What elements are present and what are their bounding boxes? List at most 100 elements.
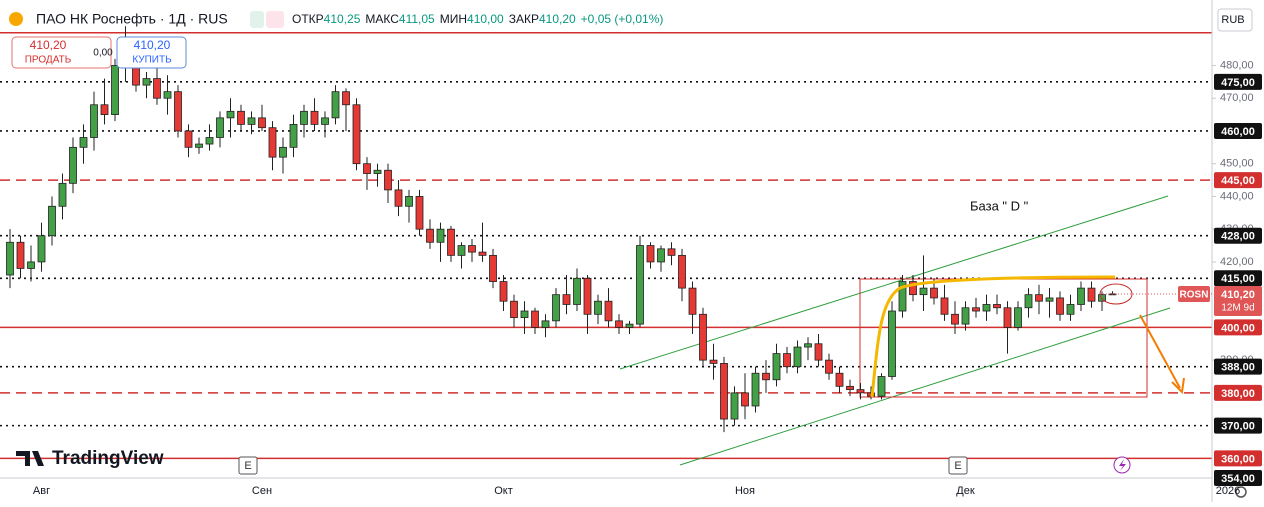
x-tick-label: Окт <box>494 485 513 497</box>
body <box>604 300 613 322</box>
body <box>6 241 14 276</box>
body <box>562 294 571 305</box>
body <box>289 124 298 148</box>
title: ПАО НК Роснефть · 1Д · RUS <box>36 11 228 27</box>
sell-button[interactable] <box>11 36 112 69</box>
body <box>625 323 634 328</box>
y-tick-label: 450,00 <box>1220 158 1254 170</box>
body <box>48 205 56 237</box>
ohlc-value: 410,25 <box>324 12 361 26</box>
x-tick-label: Сен <box>252 485 272 497</box>
level-badge <box>1214 73 1262 90</box>
ohlc: ОТКР410,25 МАКС411,05 МИН410,00 ЗАКР410,20 +… <box>292 12 663 26</box>
body <box>940 297 949 315</box>
settings[interactable] <box>1235 486 1247 498</box>
x-tick-label: Дек <box>956 485 975 497</box>
body <box>216 117 224 138</box>
body <box>993 304 1001 309</box>
symbol-badge <box>1178 286 1210 303</box>
ohlc-value: 411,05 <box>399 12 435 26</box>
body <box>489 254 497 282</box>
earnings-label: E <box>954 460 961 472</box>
watermark-logo <box>16 451 44 466</box>
y-tick-label: 480,00 <box>1220 59 1254 71</box>
body <box>1077 287 1085 305</box>
level-label: 460,00 <box>1221 126 1255 138</box>
body <box>478 251 487 256</box>
body <box>762 372 770 381</box>
body <box>720 363 728 420</box>
channel-upper <box>619 195 1169 370</box>
body <box>27 261 35 269</box>
body <box>247 117 256 125</box>
body <box>520 310 529 318</box>
body <box>1045 297 1054 302</box>
arrow <box>1139 314 1181 389</box>
arrow-head <box>1171 377 1185 395</box>
body <box>919 287 928 296</box>
earnings-marker[interactable] <box>948 456 968 475</box>
body <box>195 143 203 148</box>
body <box>79 137 88 148</box>
body <box>930 287 938 299</box>
level-badge <box>1214 384 1262 401</box>
body <box>1035 294 1043 302</box>
body <box>1066 304 1075 315</box>
level-label: 400,00 <box>1221 322 1255 334</box>
body <box>1056 297 1064 315</box>
body <box>909 281 917 296</box>
body <box>300 110 308 125</box>
body <box>636 245 644 325</box>
level-label: 445,00 <box>1221 175 1255 187</box>
body <box>1014 307 1022 328</box>
level-label: 388,00 <box>1221 362 1255 374</box>
sell-price: 410,20 <box>30 38 67 52</box>
body <box>1024 294 1033 309</box>
body <box>69 146 77 184</box>
body <box>373 169 382 174</box>
body <box>447 228 455 256</box>
body <box>699 313 707 361</box>
countdown: 12М 9d <box>1221 303 1254 314</box>
axis: 480,00470,00450,00440,00430,00420,00390,… <box>33 59 1262 497</box>
body <box>384 169 392 191</box>
watermark: TradingView <box>52 448 164 469</box>
body <box>226 110 235 119</box>
body <box>310 110 319 125</box>
annotation: База " D " <box>970 198 1029 213</box>
ohlc-value: 410,00 <box>467 12 504 26</box>
body <box>174 91 182 132</box>
body <box>846 385 854 391</box>
level-label: 415,00 <box>1221 273 1255 285</box>
body <box>331 91 340 119</box>
body <box>352 104 361 165</box>
icon <box>250 11 264 28</box>
level-badge <box>1214 470 1262 486</box>
icon <box>266 11 284 28</box>
buy-label: КУПИТЬ <box>132 55 172 66</box>
earnings-marker[interactable] <box>238 456 258 475</box>
body <box>877 376 886 397</box>
body <box>751 372 760 407</box>
level-label: 360,00 <box>1221 453 1255 465</box>
level-badge <box>1214 417 1262 434</box>
body <box>982 304 991 312</box>
x-tick-label: Авг <box>33 485 50 497</box>
body <box>436 228 445 243</box>
body <box>1087 287 1096 302</box>
level-badge <box>1214 358 1262 375</box>
ohlc-key: ЗАКР <box>509 12 539 26</box>
body <box>163 91 172 99</box>
ohlc-key: МАКС <box>365 12 399 26</box>
body <box>100 104 109 115</box>
body <box>667 248 676 256</box>
body <box>90 104 98 138</box>
buy-button[interactable] <box>116 36 187 69</box>
body <box>237 110 245 125</box>
level-badge <box>1214 270 1262 287</box>
level-badge <box>1214 319 1262 336</box>
buy-price: 410,20 <box>134 38 171 52</box>
body <box>510 300 518 318</box>
currency-box[interactable] <box>1217 8 1253 32</box>
channel-lower <box>679 307 1171 466</box>
